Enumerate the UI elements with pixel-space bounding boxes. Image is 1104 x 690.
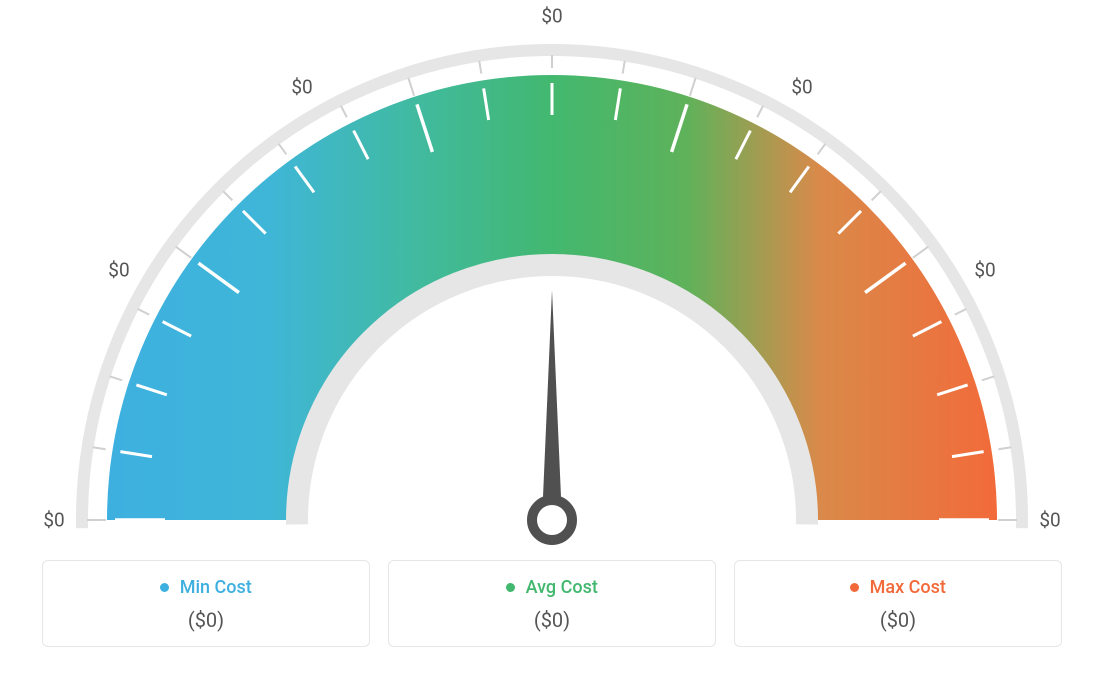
legend-title-text: Avg Cost	[526, 577, 598, 598]
legend-card-max: Max Cost ($0)	[734, 560, 1062, 647]
gauge-tick-label: $0	[108, 259, 129, 282]
gauge-tick-label: $0	[541, 5, 562, 28]
gauge-tick-label: $0	[291, 75, 312, 98]
legend-title-text: Min Cost	[180, 577, 252, 598]
legend-card-min: Min Cost ($0)	[42, 560, 370, 647]
gauge-tick-label: $0	[43, 509, 64, 532]
gauge-tick-label: $0	[974, 259, 995, 282]
legend-value-max: ($0)	[745, 608, 1051, 632]
gauge-needle	[532, 290, 572, 540]
legend-card-avg: Avg Cost ($0)	[388, 560, 716, 647]
legend-value-avg: ($0)	[399, 608, 705, 632]
legend-value-min: ($0)	[53, 608, 359, 632]
gauge-tick-label: $0	[791, 75, 812, 98]
legend-title-max: Max Cost	[745, 577, 1051, 598]
dot-icon	[160, 583, 169, 592]
legend-title-min: Min Cost	[53, 577, 359, 598]
gauge-svg	[0, 0, 1104, 560]
legend-title-text: Max Cost	[870, 577, 946, 598]
legend-row: Min Cost ($0) Avg Cost ($0) Max Cost ($0…	[42, 560, 1062, 647]
dot-icon	[850, 583, 859, 592]
gauge-tick-label: $0	[1039, 509, 1060, 532]
gauge-chart: $0 $0 $0 $0 $0 $0 $0	[0, 0, 1104, 560]
dot-icon	[506, 583, 515, 592]
legend-title-avg: Avg Cost	[399, 577, 705, 598]
